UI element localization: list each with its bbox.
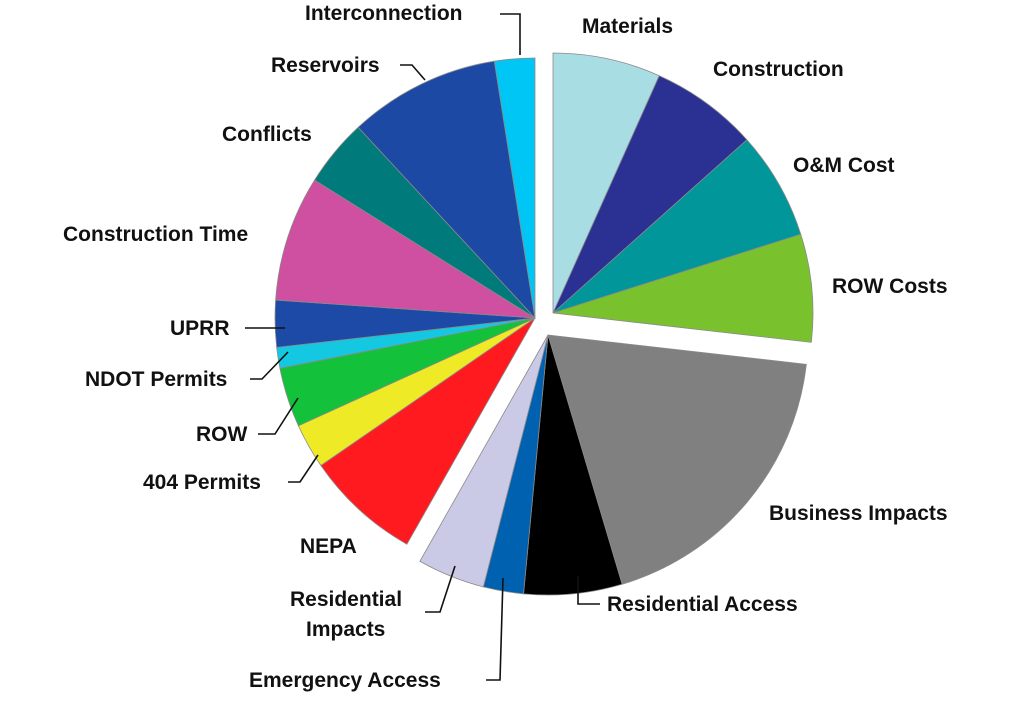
leader-line-emergency-access <box>486 577 504 681</box>
label-conflicts: Conflicts <box>222 123 312 146</box>
slice-interconnection <box>493 57 536 319</box>
label-construction-time: Construction Time <box>63 223 248 246</box>
slice-construction <box>552 75 748 314</box>
label-nepa: NEPA <box>300 535 357 558</box>
label-404-permits: 404 Permits <box>143 471 261 494</box>
leader-line-residential-access <box>577 576 600 605</box>
slice-construction-time <box>275 179 536 319</box>
pie-slices <box>274 52 814 596</box>
slice-row-costs <box>552 233 814 343</box>
leader-lines <box>245 13 600 681</box>
leader-line-interconnection <box>500 13 521 55</box>
leader-line-404-permits <box>288 454 319 483</box>
leader-line-row <box>258 397 299 435</box>
label-materials: Materials <box>582 15 673 38</box>
slice-business-impacts <box>547 334 807 585</box>
label-reservoirs: Reservoirs <box>271 54 380 77</box>
label-emergency-access: Emergency Access <box>249 669 441 692</box>
label-construction: Construction <box>713 58 844 81</box>
slice-reservoirs <box>357 60 536 320</box>
leader-line-ndot-permits <box>250 351 289 380</box>
slice-oandm-cost <box>552 139 802 314</box>
leader-line-residential-impacts <box>425 565 456 613</box>
label-business-impacts: Business Impacts <box>769 502 948 525</box>
label-residential-impacts: Impacts <box>306 618 385 641</box>
label-oandm-cost: O&M Cost <box>793 154 895 177</box>
label-residential-access: Residential Access <box>607 593 798 616</box>
label-ndot-permits: NDOT Permits <box>85 368 227 391</box>
leader-line-reservoirs <box>400 64 426 81</box>
label-interconnection: Interconnection <box>305 2 463 25</box>
label-row-costs: ROW Costs <box>832 275 948 298</box>
label-row: ROW <box>196 423 248 446</box>
slice-labels: Materials Construction O&M Cost ROW Costs Bu… <box>63 2 948 692</box>
slice-residential-impacts <box>419 334 549 588</box>
label-uprr: UPRR <box>170 317 230 340</box>
slice-nepa <box>320 317 536 545</box>
label-residential-impacts: Residential <box>290 588 402 611</box>
slice-materials <box>552 52 660 314</box>
